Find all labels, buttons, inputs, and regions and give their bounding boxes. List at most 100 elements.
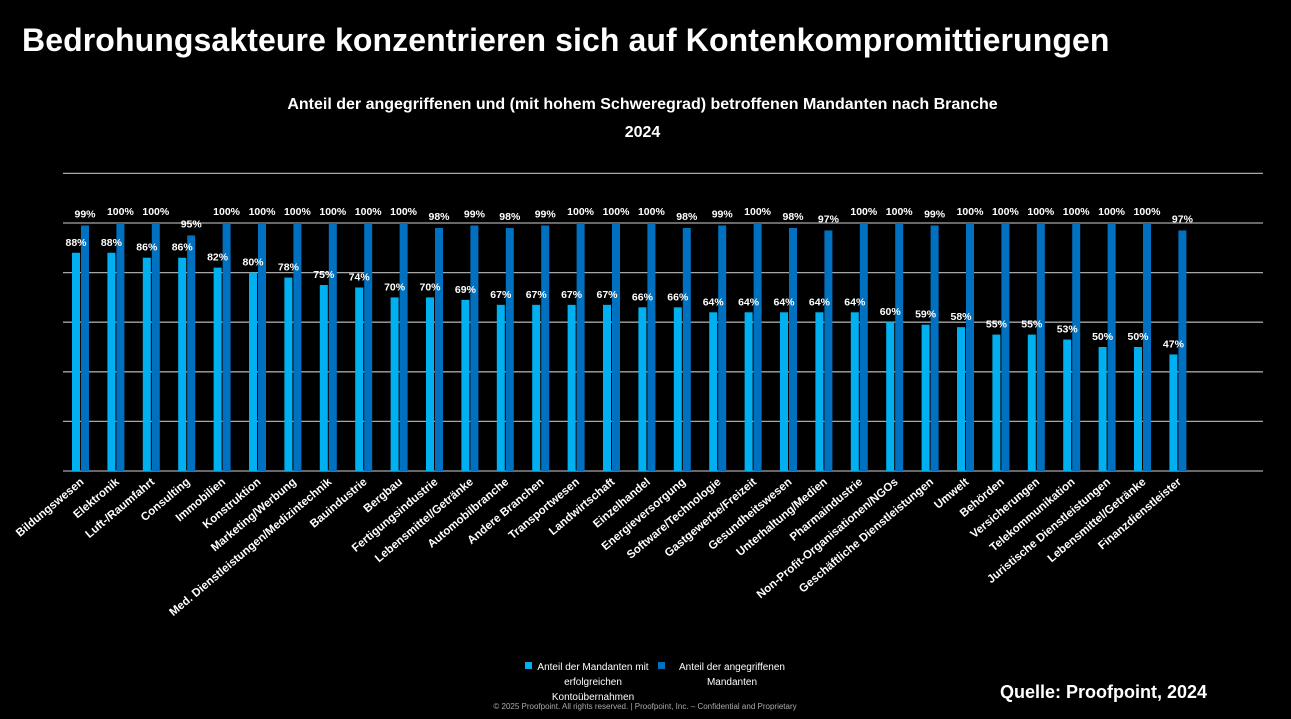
bar-targeted [753,223,762,471]
bar-targeted [151,223,160,471]
data-label-targeted: 100% [1134,206,1162,218]
data-label-targeted: 100% [319,206,347,218]
data-label-targeted: 99% [464,208,486,220]
data-label-accounts-compromised: 53% [1057,324,1079,336]
data-label-targeted: 99% [712,208,734,220]
bar-accounts-compromised [850,312,859,471]
bar-accounts-compromised [1027,334,1036,471]
data-label-accounts-compromised: 67% [490,289,512,301]
bar-accounts-compromised [709,312,718,471]
data-label-accounts-compromised: 80% [242,257,264,269]
chart-subtitle: 2024 [624,124,661,141]
data-label-targeted: 98% [499,211,521,223]
bar-targeted [1178,230,1187,471]
bar-targeted [293,223,302,471]
data-label-accounts-compromised: 50% [1127,331,1149,343]
bar-accounts-compromised [178,257,187,471]
bar-accounts-compromised [142,257,151,471]
data-label-accounts-compromised: 67% [596,289,618,301]
bar-accounts-compromised [1098,347,1107,471]
bar-accounts-compromised [815,312,824,471]
data-label-targeted: 100% [1063,206,1091,218]
data-label-targeted: 100% [355,206,383,218]
bar-targeted [1143,223,1151,471]
bar-targeted [1036,223,1045,471]
bar-accounts-compromised [1169,354,1178,471]
data-label-accounts-compromised: 64% [738,296,760,308]
data-label-accounts-compromised: 66% [667,291,689,303]
data-label-accounts-compromised: 70% [419,281,441,293]
bar-accounts-compromised [780,312,788,471]
page-title: Bedrohungsakteure konzentrieren sich auf… [22,22,1110,58]
bar-targeted [930,225,939,471]
data-label-targeted: 98% [428,211,450,223]
bar-accounts-compromised [744,312,753,471]
bar-targeted [435,227,443,471]
bar-accounts-compromised [1063,339,1072,471]
legend-entry-accounts-compromised: Anteil der Mandanten mit erfolgreichen K… [520,660,650,705]
data-label-targeted: 100% [107,206,135,218]
bar-targeted [187,235,196,471]
bar-targeted [1072,223,1081,471]
bar-targeted [505,227,514,471]
bar-accounts-compromised [213,267,222,471]
bar-accounts-compromised [390,297,399,471]
bar-accounts-compromised [249,272,257,471]
data-label-targeted: 99% [535,208,557,220]
data-label-accounts-compromised: 50% [1092,331,1114,343]
data-label-targeted: 99% [74,208,96,220]
copyright-footer: © 2025 Proofpoint. All rights reserved. … [493,702,797,711]
bar-targeted [541,225,550,471]
bar-accounts-compromised [355,287,364,471]
data-label-accounts-compromised: 75% [313,269,335,281]
bar-accounts-compromised [319,285,328,471]
data-label-accounts-compromised: 64% [809,296,831,308]
data-label-targeted: 100% [142,206,170,218]
data-label-targeted: 100% [992,206,1020,218]
data-label-targeted: 99% [924,208,946,220]
data-label-targeted: 100% [390,206,418,218]
bar-accounts-compromised [107,252,116,471]
bar-accounts-compromised [1134,347,1142,471]
data-label-targeted: 100% [850,206,878,218]
data-label-accounts-compromised: 66% [632,291,654,303]
legend-swatch-light-blue [525,662,532,669]
data-label-accounts-compromised: 55% [986,319,1008,331]
bar-targeted [258,223,266,471]
legend-label-accounts-compromised: Anteil der Mandanten mit erfolgreichen K… [537,662,649,703]
data-label-targeted: 100% [638,206,666,218]
data-label-targeted: 100% [886,206,914,218]
data-label-accounts-compromised: 69% [455,284,477,296]
bar-targeted [116,223,125,471]
data-label-accounts-compromised: 59% [915,309,937,321]
bar-accounts-compromised [72,252,80,471]
data-label-accounts-compromised: 82% [207,252,229,264]
data-label-targeted: 100% [1027,206,1055,218]
bar-targeted [399,223,408,471]
data-label-accounts-compromised: 64% [773,296,795,308]
data-label-targeted: 100% [284,206,312,218]
data-label-targeted: 100% [1098,206,1126,218]
bar-accounts-compromised [603,304,611,471]
data-label-targeted: 100% [744,206,772,218]
bar-targeted [682,227,691,471]
data-label-accounts-compromised: 86% [136,242,158,254]
bar-accounts-compromised [496,304,505,471]
source-note: Quelle: Proofpoint, 2024 [1000,682,1208,702]
bar-targeted [470,225,479,471]
bar-targeted [222,223,231,471]
bar-targeted [612,223,620,471]
bar-targeted [81,225,89,471]
data-label-accounts-compromised: 55% [1021,319,1043,331]
bar-accounts-compromised [461,299,470,471]
data-label-accounts-compromised: 60% [880,306,902,318]
data-label-targeted: 100% [603,206,631,218]
bar-targeted [966,223,974,471]
bar-accounts-compromised [426,297,434,471]
bar-accounts-compromised [567,304,576,471]
data-label-accounts-compromised: 64% [703,296,725,308]
bar-accounts-compromised [957,327,965,471]
bar-accounts-compromised [638,307,647,471]
bar-targeted [789,227,797,471]
bar-targeted [824,230,833,471]
